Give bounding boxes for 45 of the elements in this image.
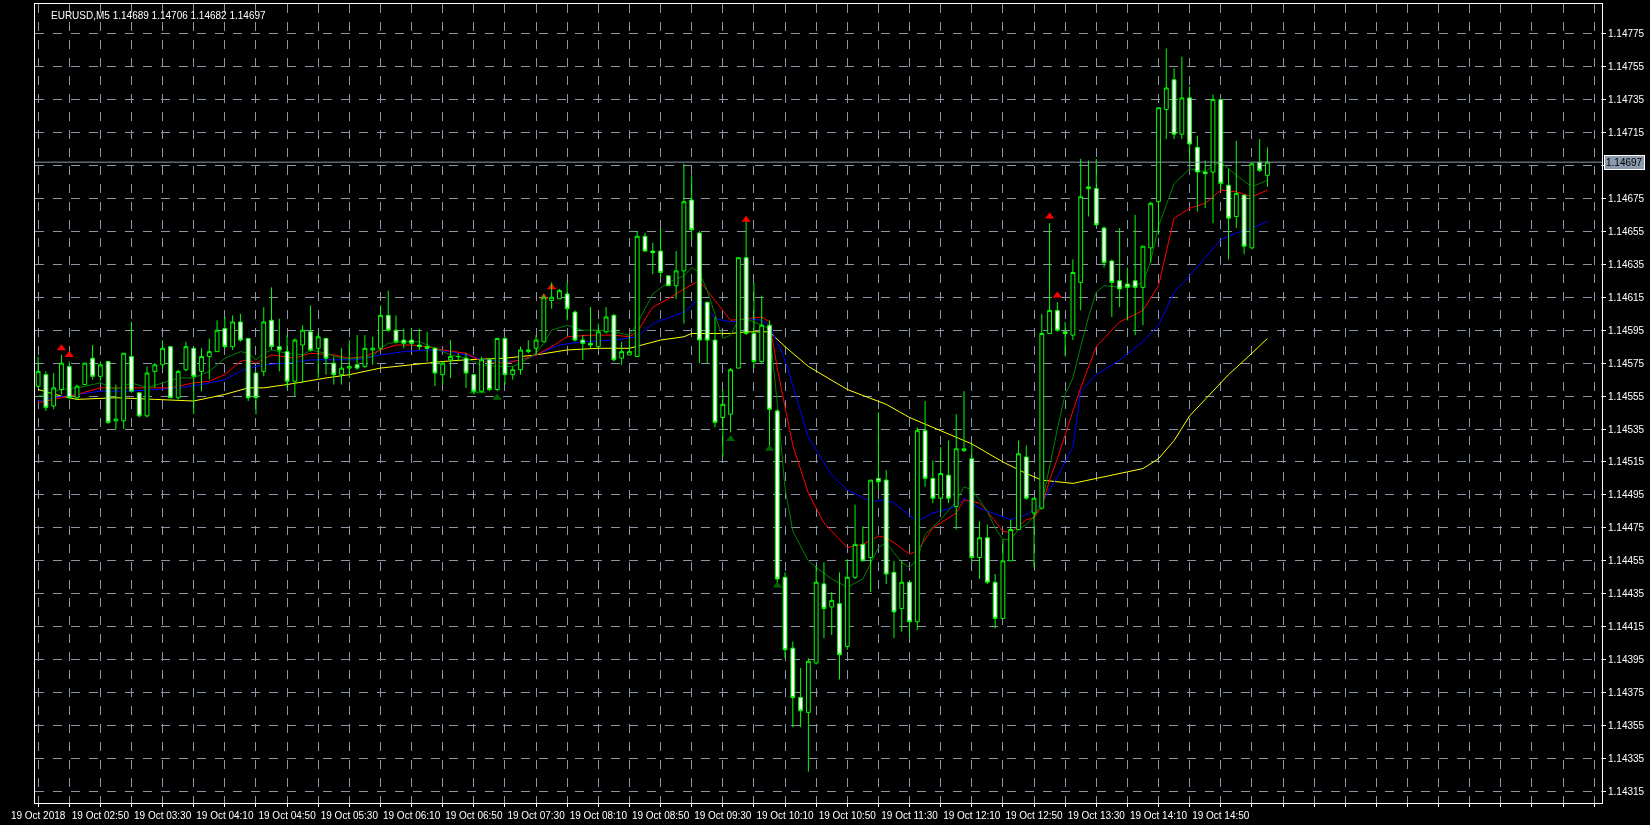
x-tick-label: 19 Oct 08:10 xyxy=(569,810,628,821)
ref-line-label: 1.14697 xyxy=(1606,157,1643,168)
x-tick-label: 19 Oct 09:30 xyxy=(694,810,752,821)
y-tick-label: 1.14455 xyxy=(1608,555,1645,567)
x-tick-label: 19 Oct 06:10 xyxy=(382,810,441,821)
x-tick-label: 19 Oct 04:10 xyxy=(196,810,254,821)
x-tick-label: 19 Oct 06:50 xyxy=(445,810,503,821)
y-tick-label: 1.14395 xyxy=(1608,654,1645,666)
x-tick-label: 19 Oct 10:50 xyxy=(818,810,877,821)
y-tick-label: 1.14755 xyxy=(1608,61,1645,73)
y-tick-label: 1.14735 xyxy=(1608,94,1645,106)
y-tick-label: 1.14475 xyxy=(1608,522,1645,534)
y-tick-label: 1.14315 xyxy=(1608,785,1645,797)
y-tick-label: 1.14535 xyxy=(1608,423,1645,435)
y-tick-label: 1.14375 xyxy=(1608,687,1645,699)
y-tick-label: 1.14595 xyxy=(1608,324,1645,336)
y-tick-label: 1.14675 xyxy=(1608,192,1645,204)
y-tick-label: 1.14715 xyxy=(1608,127,1645,138)
x-tick-label: 19 Oct 12:50 xyxy=(1005,810,1064,821)
x-tick-label: 19 Oct 08:50 xyxy=(631,810,690,821)
y-tick-label: 1.14555 xyxy=(1608,390,1645,402)
y-tick-label: 1.14335 xyxy=(1608,753,1645,765)
x-tick-label: 19 Oct 03:30 xyxy=(133,810,192,821)
y-tick-label: 1.14615 xyxy=(1608,291,1645,303)
x-tick-label: 19 Oct 13:30 xyxy=(1067,810,1126,821)
y-tick-label: 1.14655 xyxy=(1608,225,1645,237)
y-tick-label: 1.14575 xyxy=(1608,357,1645,369)
x-tick-label: 19 Oct 11:30 xyxy=(881,810,939,821)
x-tick-label: 19 Oct 14:10 xyxy=(1129,810,1188,821)
x-tick-label: 19 Oct 04:50 xyxy=(258,810,317,821)
y-tick-label: 1.14435 xyxy=(1608,588,1645,600)
y-tick-label: 1.14355 xyxy=(1608,720,1645,732)
x-tick-label: 19 Oct 12:10 xyxy=(943,810,1001,821)
text: EURUSD,M5 1.14689 1.14706 1.14682 1.14697 xyxy=(51,10,267,21)
y-tick-label: 1.14635 xyxy=(1608,258,1645,270)
x-tick-label: 19 Oct 02:50 xyxy=(71,810,130,821)
x-tick-label: 19 Oct 2018 xyxy=(10,810,66,821)
y-tick-label: 1.14495 xyxy=(1608,489,1645,501)
x-tick-label: 19 Oct 10:10 xyxy=(756,810,815,821)
y-tick-label: 1.14515 xyxy=(1608,456,1645,468)
y-tick-label: 1.14415 xyxy=(1608,621,1645,633)
x-tick-label: 19 Oct 14:50 xyxy=(1192,810,1250,821)
y-tick-label: 1.14775 xyxy=(1608,28,1645,40)
x-tick-label: 19 Oct 05:30 xyxy=(320,810,379,821)
x-tick-label: 19 Oct 07:30 xyxy=(507,810,566,821)
